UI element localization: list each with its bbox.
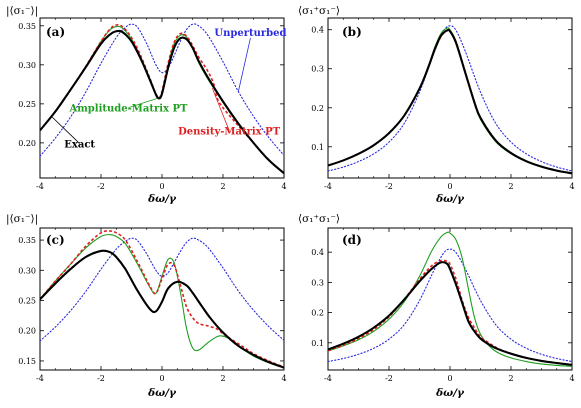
series-amplitude [328,231,572,367]
series-exact [328,28,572,175]
y-tick-label: 0.3 [311,278,324,287]
x-tick-label: 0 [159,374,164,383]
panel-label: (b) [342,25,362,39]
x-tick-label: 2 [508,374,513,383]
y-tick-label: 0.25 [18,100,36,109]
y-tick-label: 0.30 [18,266,36,275]
x-tick-label: 0 [447,182,452,191]
x-tick-label: -2 [97,374,105,383]
y-tick-label: 0.4 [311,26,324,35]
y-tick-label: 0.4 [311,248,324,257]
annotation-pointer [51,116,80,144]
y-axis-label: |⟨σ₁⁻⟩| [6,5,38,18]
annotation-unperturbed: Unperturbed [214,28,286,39]
x-tick-label: -2 [385,182,393,191]
x-tick-label: 0 [159,182,164,191]
y-tick-label: 0.1 [311,339,324,348]
series-exact [40,249,284,369]
x-tick-label: -4 [36,374,44,383]
panel-label: (c) [46,233,65,247]
x-tick-label: 2 [220,374,225,383]
x-tick-label: -4 [324,182,332,191]
x-tick-label: 2 [220,182,225,191]
panel-a: -4 -2 0 2 4 0.20 0.25 0.30 0.35 |⟨σ₁⁻⟩| δω/γ (a) Unp… [6,5,287,205]
panel-d: -4 -2 0 2 4 0.1 0.2 0.3 0.4 ⟨σ₁⁺σ₁⁻⟩ δω/γ (d) [298,213,575,399]
x-tick-label: -2 [97,182,105,191]
x-tick-label: 4 [569,182,574,191]
y-tick-label: 0.30 [18,61,36,70]
y-tick-label: 0.2 [311,309,324,318]
series-unperturbed [40,237,284,342]
x-tick-label: -2 [385,374,393,383]
annotation-amplitude-matrix-pt: Amplitude-Matrix PT [68,104,188,115]
series-exact [40,29,284,175]
series-exact [328,261,572,366]
series-unperturbed [328,248,572,363]
x-axis-label: δω/γ [147,193,177,205]
x-axis-label: δω/γ [147,387,177,399]
series-amplitude [40,25,284,174]
x-tick-label: 2 [508,182,513,191]
series-unperturbed [40,23,284,157]
annotation-exact: Exact [64,140,95,151]
annotation-pointer [211,88,230,131]
y-axis-label: |⟨σ₁⁻⟩| [6,213,38,226]
annotation-pointer [237,37,251,93]
y-tick-label: 0.2 [311,104,324,113]
x-tick-label: 4 [281,182,286,191]
panel-label: (d) [342,233,362,247]
y-tick-label: 0.1 [311,143,324,152]
plot-frame [39,227,285,371]
x-tick-label: -4 [36,182,44,191]
y-tick-label: 0.3 [311,65,324,74]
x-axis-label: δω/γ [435,387,465,399]
x-tick-label: 0 [447,374,452,383]
y-tick-label: 0.35 [18,22,36,31]
plot-frame [39,17,285,179]
y-axis-label: ⟨σ₁⁺σ₁⁻⟩ [298,213,340,225]
panel-c: -4 -2 0 2 4 0.15 0.20 0.25 0.30 0.35 |⟨σ₁⁻⟩| δω/γ (c… [6,213,287,399]
series-unperturbed [328,25,572,172]
x-tick-label: 4 [569,374,574,383]
y-tick-label: 0.15 [18,357,36,366]
annotation-density-matrix-pt: Density-Matrix PT [178,126,281,137]
annotation-pointer [128,98,158,109]
y-axis-label: ⟨σ₁⁺σ₁⁻⟩ [298,5,340,17]
y-tick-label: 0.20 [18,327,36,336]
series-density [40,230,284,368]
series-density [328,259,572,366]
panel-label: (a) [46,25,65,39]
x-axis-label: δω/γ [435,193,465,205]
panel-b: -4 -2 0 2 4 0.1 0.2 0.3 0.4 ⟨σ₁⁺σ₁⁻⟩ δω/γ (b) [298,5,575,205]
plot-frame [327,17,573,179]
x-tick-label: -4 [324,374,332,383]
series-density [40,23,284,174]
x-tick-label: 4 [281,374,286,383]
y-tick-label: 0.20 [18,139,36,148]
y-tick-label: 0.35 [18,236,36,245]
y-tick-label: 0.25 [18,297,36,306]
